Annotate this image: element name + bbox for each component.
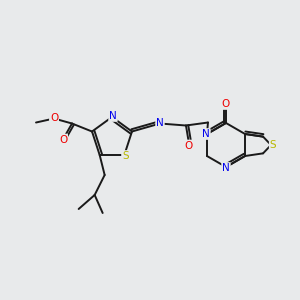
Text: S: S — [122, 151, 129, 161]
Text: N: N — [222, 163, 230, 173]
Text: O: O — [59, 134, 67, 145]
Text: N: N — [156, 118, 164, 128]
Text: O: O — [222, 99, 230, 109]
Text: N: N — [202, 129, 210, 139]
Text: S: S — [270, 140, 276, 150]
Text: N: N — [109, 111, 117, 121]
Text: O: O — [185, 140, 193, 151]
Text: O: O — [50, 112, 58, 122]
